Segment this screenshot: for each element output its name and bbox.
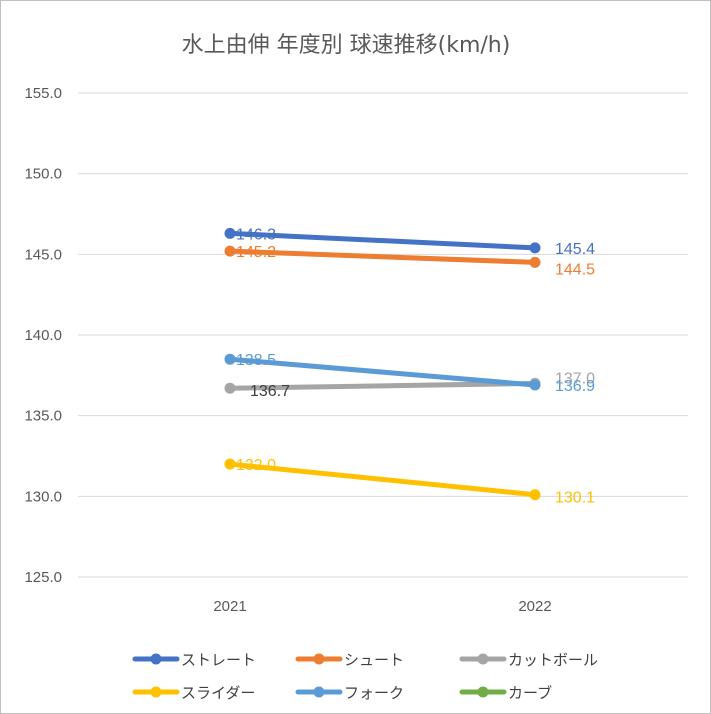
legend-label: シュート <box>344 651 404 669</box>
series-group <box>224 227 541 501</box>
legend-swatch-marker <box>477 653 489 665</box>
data-label: 144.5 <box>555 261 595 278</box>
legend-swatch-marker <box>313 653 325 665</box>
legend-label: カーブ <box>508 684 552 702</box>
data-point <box>224 353 236 365</box>
legend-swatch-marker <box>150 686 162 698</box>
series-line <box>227 248 538 265</box>
data-point <box>529 489 541 501</box>
y-tick-label: 145.0 <box>24 246 62 263</box>
legend-item: カーブ <box>459 684 552 702</box>
legend-label: カットボール <box>508 651 598 669</box>
y-tick-label: 155.0 <box>24 85 62 102</box>
data-label: 145.2 <box>236 244 276 261</box>
legend-swatch-marker <box>477 686 489 698</box>
data-label: 136.7 <box>250 383 290 400</box>
data-point <box>224 458 236 470</box>
y-tick-label: 135.0 <box>24 408 62 425</box>
chart-title: 水上由伸 年度別 球速推移(km/h) <box>182 33 511 58</box>
x-axis: 2021 2022 <box>213 598 551 615</box>
legend-swatch-marker <box>313 686 325 698</box>
legend-label: フォーク <box>344 684 404 702</box>
y-tick-label: 130.0 <box>24 488 62 505</box>
series-line <box>227 380 538 391</box>
data-point <box>224 227 236 239</box>
data-label: 145.4 <box>555 241 595 258</box>
y-axis: 125.0 130.0 135.0 140.0 145.0 150.0 155.0 <box>24 85 62 586</box>
gridlines <box>78 92 688 578</box>
y-tick-label: 140.0 <box>24 327 62 344</box>
legend-item: ストレート <box>132 651 256 669</box>
data-label: 137.0 <box>555 370 595 387</box>
legend-item: フォーク <box>295 684 404 702</box>
series-line <box>227 230 538 251</box>
data-label: 146.3 <box>236 226 276 243</box>
legend-item: シュート <box>295 651 404 669</box>
data-labels: 146.3 145.4 145.2 144.5 136.7 137.0 132.0 130.1… <box>236 226 595 506</box>
y-tick-label: 150.0 <box>24 166 62 183</box>
data-point <box>529 256 541 268</box>
data-point <box>224 382 236 394</box>
x-tick-label: 2022 <box>518 598 551 615</box>
data-label: 132.0 <box>236 457 276 474</box>
data-point <box>529 379 541 391</box>
data-point <box>224 245 236 257</box>
data-label: 138.5 <box>236 352 276 369</box>
series-line <box>227 461 538 498</box>
legend-item: カットボール <box>459 651 598 669</box>
legend-item: スライダー <box>132 684 255 702</box>
data-point <box>529 242 541 254</box>
x-tick-label: 2021 <box>213 598 246 615</box>
legend-label: ストレート <box>181 651 256 669</box>
legend-swatch-marker <box>150 653 162 665</box>
y-tick-label: 125.0 <box>24 569 62 586</box>
legend-label: スライダー <box>181 684 255 702</box>
series-line <box>227 356 538 388</box>
data-label: 130.1 <box>555 490 595 507</box>
data-label: 136.9 <box>555 378 595 395</box>
